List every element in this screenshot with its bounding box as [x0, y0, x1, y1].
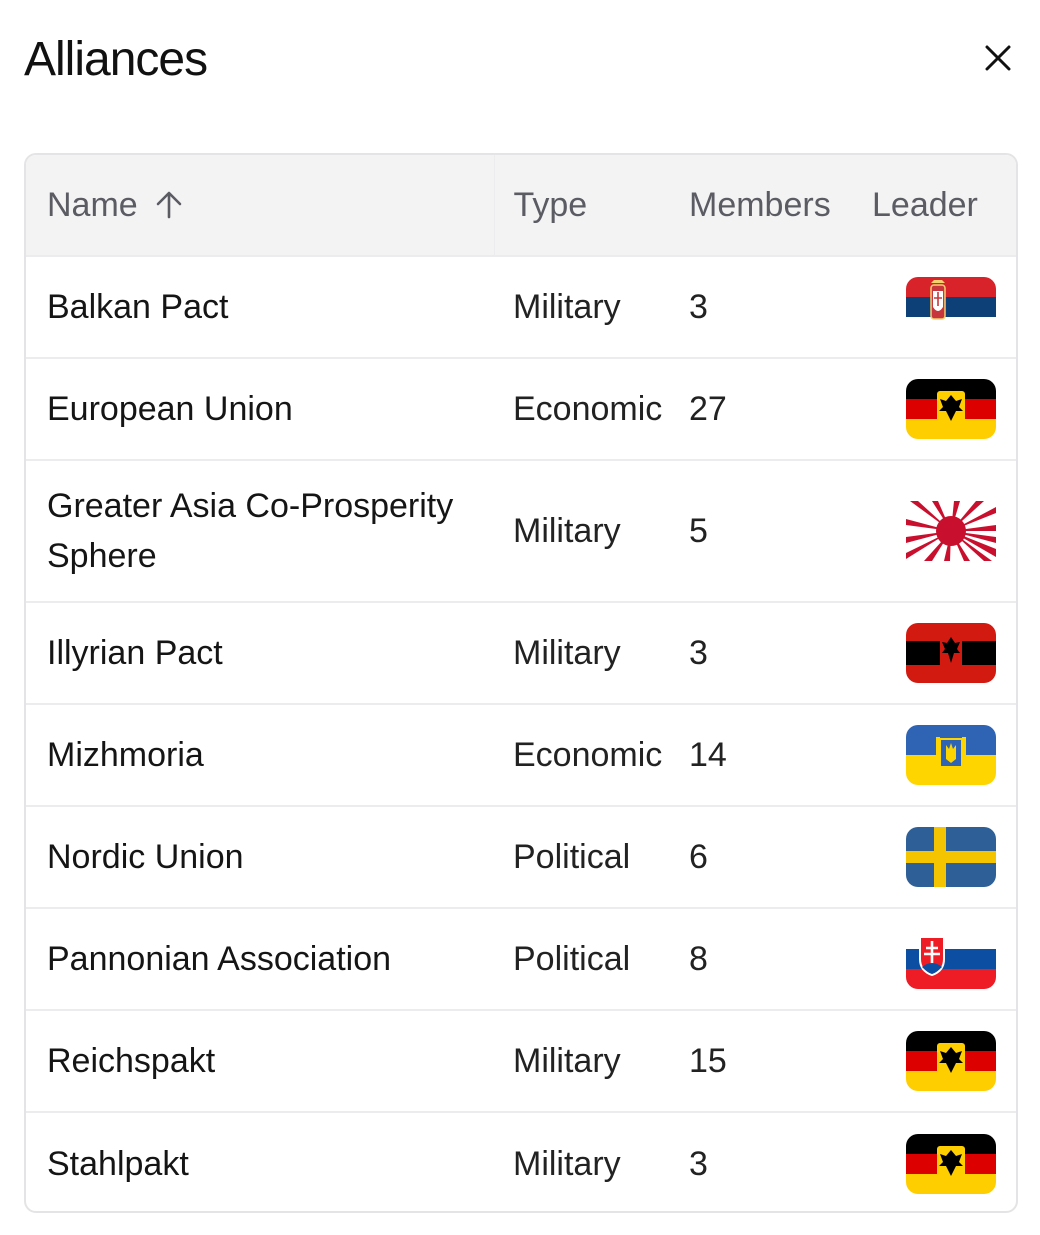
column-header-leader[interactable]: Leader: [872, 185, 978, 224]
alliance-leader: [872, 358, 1016, 460]
table-row[interactable]: Illyrian Pact Military 3: [26, 602, 1016, 704]
alliance-type: Military: [513, 288, 621, 326]
alliance-leader: [872, 1010, 1016, 1112]
sweden-flag-icon: [906, 827, 996, 887]
alliance-leader: [872, 256, 1016, 358]
table-row[interactable]: Nordic Union Political 6: [26, 806, 1016, 908]
alliance-leader: [872, 602, 1016, 704]
column-header-name-label: Name: [47, 185, 138, 224]
alliance-members: 3: [689, 1144, 708, 1183]
alliance-type: Economic: [513, 736, 663, 774]
alliance-leader: [872, 806, 1016, 908]
table-header-row: Name Type Members Leader: [26, 155, 1016, 256]
table-row[interactable]: Balkan Pact Military 3: [26, 256, 1016, 358]
alliance-type: Political: [513, 838, 631, 876]
alliance-members: 3: [689, 634, 708, 672]
serbia-flag-icon: [906, 277, 996, 337]
alliance-type: Political: [513, 940, 631, 978]
alliance-name: European Union: [47, 390, 293, 428]
alliance-type: Military: [513, 1042, 621, 1080]
alliance-name: Illyrian Pact: [47, 634, 223, 672]
alliance-members: 5: [689, 512, 708, 550]
alliance-name: Balkan Pact: [47, 288, 229, 326]
alliance-name: Stahlpakt: [47, 1144, 189, 1183]
table-row[interactable]: Reichspakt Military 15: [26, 1010, 1016, 1112]
alliance-type: Military: [513, 634, 621, 672]
arrow-up-icon: [156, 191, 182, 219]
close-icon: [985, 45, 1011, 71]
table-row[interactable]: Pannonian Association Political 8: [26, 908, 1016, 1010]
alliance-leader: [872, 704, 1016, 806]
table-row[interactable]: Stahlpakt Military 3: [26, 1112, 1016, 1211]
german-empire-eagle-flag-icon: [906, 1133, 996, 1194]
slovakia-flag-icon: [906, 929, 996, 989]
alliance-leader: [872, 1112, 1016, 1211]
page-title: Alliances: [24, 33, 208, 86]
alliance-type: Military: [513, 512, 621, 550]
alliance-name: Pannonian Association: [47, 940, 392, 978]
rising-sun-flag-icon: [906, 501, 996, 561]
alliances-table: Name Type Members Leader Balkan Pact Mil…: [24, 153, 1018, 1213]
alliance-members: 3: [689, 288, 708, 326]
alliance-name: Greater Asia Co-Prosperity Sphere: [47, 487, 454, 575]
column-header-name[interactable]: Name: [26, 155, 494, 256]
alliance-type: Economic: [513, 390, 663, 428]
table-row[interactable]: European Union Economic 27: [26, 358, 1016, 460]
alliance-members: 8: [689, 940, 708, 978]
table-row[interactable]: Greater Asia Co-Prosperity Sphere Milita…: [26, 460, 1016, 602]
column-header-type[interactable]: Type: [493, 155, 682, 256]
alliance-members: 15: [689, 1042, 727, 1080]
alliance-name: Nordic Union: [47, 838, 244, 876]
alliance-members: 6: [689, 838, 708, 876]
german-empire-eagle-flag-icon: [906, 1031, 996, 1091]
german-empire-eagle-flag-icon: [906, 379, 996, 439]
alliance-leader: [872, 908, 1016, 1010]
alliance-leader: [872, 460, 1016, 602]
alliance-name: Reichspakt: [47, 1042, 216, 1080]
close-button[interactable]: [978, 38, 1018, 78]
albania-flag-icon: [906, 623, 996, 683]
table-row[interactable]: Mizhmoria Economic 14: [26, 704, 1016, 806]
ukraine-coat-of-arms-flag-icon: [906, 725, 996, 785]
alliance-type: Military: [513, 1144, 621, 1183]
alliance-name: Mizhmoria: [47, 736, 204, 774]
column-header-members[interactable]: Members: [689, 185, 831, 224]
alliance-members: 14: [689, 736, 727, 774]
alliance-members: 27: [689, 390, 727, 428]
